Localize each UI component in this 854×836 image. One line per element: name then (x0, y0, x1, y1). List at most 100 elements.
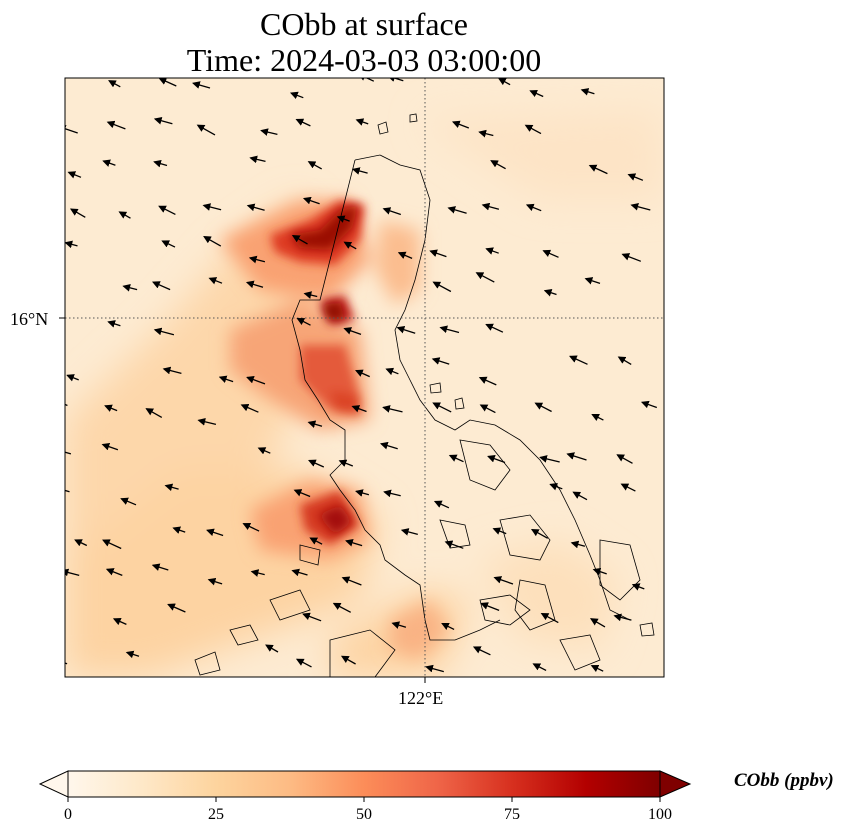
wind-arrow (260, 128, 278, 136)
wind-arrow (172, 526, 186, 534)
wind-arrow (580, 88, 595, 96)
colorbar (38, 770, 692, 802)
wind-arrow (396, 325, 416, 334)
wind-arrow (341, 576, 362, 586)
wind-arrow (479, 404, 496, 414)
wind-arrow (617, 356, 632, 365)
wind-arrow (447, 206, 467, 214)
wind-arrow (197, 418, 217, 426)
wind-arrow (478, 129, 494, 138)
wind-arrow (104, 404, 118, 412)
wind-arrow (431, 357, 450, 365)
wind-arrow (158, 78, 177, 87)
wind-arrow (65, 125, 78, 134)
wind-arrow (487, 455, 506, 464)
wind-arrow (631, 583, 645, 591)
wind-arrow (379, 441, 398, 450)
wind-arrow (167, 603, 186, 613)
wind-arrow (196, 124, 216, 136)
wind-arrow (627, 173, 644, 181)
wind-arrow (153, 159, 168, 168)
wind-arrow (66, 374, 79, 382)
wind-arrow (164, 483, 179, 492)
wind-arrow (218, 375, 234, 383)
colorbar-ticks (67, 797, 661, 802)
colorbar-tick-label: 75 (504, 806, 520, 823)
wind-arrow (475, 272, 495, 283)
wind-arrow (240, 404, 259, 413)
wind-arrow (433, 500, 450, 509)
wind-arrow (67, 171, 82, 179)
wind-arrow (296, 318, 311, 326)
wind-arrow (250, 569, 265, 577)
wind-arrow (540, 612, 559, 624)
wind-arrow (590, 665, 604, 673)
wind-arrow (101, 442, 119, 451)
wind-arrow (151, 563, 169, 571)
wind-arrow (153, 327, 175, 336)
wind-arrow (382, 207, 402, 216)
wind-arrow (69, 208, 86, 218)
wind-arrow (289, 91, 304, 100)
wind-arrow (108, 80, 121, 88)
wind-arrow (161, 240, 176, 248)
wind-arrow (543, 289, 557, 297)
wind-arrow (391, 621, 407, 629)
wind-arrow (385, 367, 399, 376)
wind-arrow (497, 78, 511, 86)
wind-arrow (530, 528, 549, 539)
wind-arrow (357, 78, 375, 82)
wind-arrow (307, 420, 323, 428)
wind-arrow (206, 528, 224, 537)
wind-arrow (257, 447, 271, 455)
wind-arrow (152, 281, 171, 291)
wind-arrow (336, 215, 350, 223)
wind-arrow (265, 644, 279, 653)
wind-arrow (490, 160, 506, 170)
colorbar-tick-label: 50 (356, 806, 372, 823)
wind-arrow (242, 522, 260, 532)
wind-arrow (153, 116, 173, 125)
wind-arrow (478, 376, 497, 386)
wind-arrow (303, 291, 318, 299)
wind-arrow (589, 618, 606, 628)
colorbar-min-extension (38, 770, 69, 798)
wind-arrow (529, 89, 544, 98)
wind-arrow (355, 369, 370, 378)
wind-arrow (145, 408, 163, 418)
wind-arrow (480, 602, 500, 612)
wind-arrow (245, 280, 264, 289)
wind-arrow (295, 658, 312, 668)
wind-arrow (451, 120, 470, 129)
wind-arrows (65, 78, 658, 673)
colorbar-gradient (67, 770, 661, 798)
wind-arrow (112, 617, 127, 626)
wind-arrow (249, 155, 266, 164)
wind-arrow (122, 284, 138, 292)
colorbar-max-extension (659, 770, 692, 798)
wind-arrow (485, 323, 504, 333)
wind-arrow (208, 277, 223, 285)
wind-arrow (343, 327, 362, 336)
wind-arrow (307, 161, 323, 170)
wind-arrow (525, 203, 542, 212)
wind-arrow (355, 118, 369, 126)
wind-arrow (382, 405, 403, 413)
wind-arrow (105, 568, 123, 577)
wind-arrow (246, 203, 265, 212)
wind-arrow (302, 196, 320, 205)
wind-arrow (295, 118, 311, 127)
wind-arrow (74, 539, 88, 547)
colorbar-tick-label: 100 (648, 806, 672, 823)
colorbar-label: CObb (ppbv) (734, 770, 834, 791)
wind-arrow (584, 277, 601, 285)
wind-arrow (302, 612, 322, 622)
wind-arrow (532, 663, 547, 671)
wind-arrow (485, 247, 499, 255)
wind-arrow (65, 489, 70, 493)
wind-arrow (566, 452, 587, 461)
wind-arrow (345, 539, 363, 547)
wind-arrow (444, 540, 464, 549)
wind-arrow (613, 613, 632, 622)
wind-arrow (570, 540, 586, 549)
